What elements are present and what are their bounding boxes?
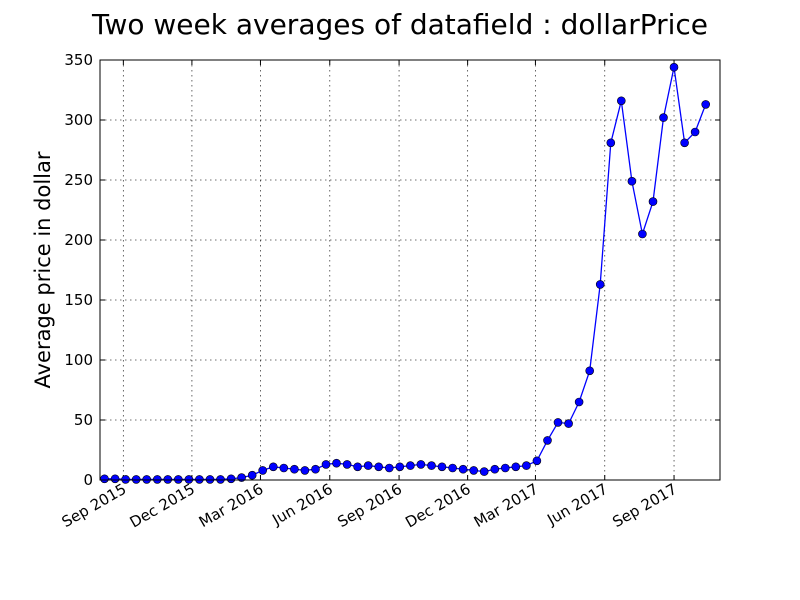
data-point bbox=[437, 462, 447, 472]
data-point bbox=[701, 100, 711, 109]
chart-title: Two week averages of datafield : dollarP… bbox=[91, 8, 708, 41]
x-tick-label: Sep 2016 bbox=[334, 480, 405, 531]
y-tick-label: 0 bbox=[83, 471, 93, 489]
y-tick-label: 100 bbox=[64, 351, 93, 369]
data-point bbox=[321, 460, 331, 469]
data-point bbox=[258, 466, 268, 475]
data-point bbox=[395, 462, 405, 472]
data-point bbox=[690, 127, 700, 137]
data-point bbox=[142, 475, 151, 484]
data-point bbox=[458, 464, 468, 474]
data-point bbox=[585, 366, 595, 376]
data-point bbox=[110, 474, 120, 484]
data-point bbox=[374, 462, 384, 472]
data-point bbox=[500, 463, 510, 473]
data-point bbox=[195, 475, 204, 484]
data-point bbox=[479, 467, 489, 476]
x-tick-label: Jun 2017 bbox=[543, 480, 610, 529]
data-point bbox=[216, 475, 225, 484]
data-point bbox=[595, 280, 605, 289]
data-point bbox=[616, 96, 626, 106]
data-point bbox=[543, 436, 552, 445]
data-point bbox=[332, 458, 341, 468]
data-point bbox=[268, 462, 278, 472]
data-point bbox=[353, 462, 362, 472]
data-point bbox=[300, 466, 310, 475]
data-point bbox=[290, 464, 299, 474]
data-point bbox=[522, 461, 531, 470]
y-tick-label: 50 bbox=[74, 411, 93, 429]
data-point bbox=[279, 463, 289, 473]
grid bbox=[100, 60, 720, 480]
x-tick-label: Mar 2017 bbox=[471, 480, 542, 531]
x-tick-label: Jun 2016 bbox=[268, 480, 335, 529]
data-point bbox=[363, 461, 373, 470]
y-tick-label: 300 bbox=[64, 111, 93, 129]
data-point bbox=[490, 464, 500, 474]
y-tick-label: 350 bbox=[64, 51, 93, 69]
data-point bbox=[311, 464, 320, 474]
x-tick-label: Mar 2016 bbox=[196, 480, 267, 531]
data-point bbox=[606, 138, 616, 148]
data-point bbox=[384, 463, 394, 473]
x-tick-label: Dec 2016 bbox=[402, 480, 473, 532]
y-tick-label: 200 bbox=[64, 231, 93, 249]
data-point bbox=[638, 229, 647, 239]
data-point bbox=[205, 475, 215, 484]
x-tick-label: Dec 2015 bbox=[127, 480, 198, 532]
data-point bbox=[669, 62, 679, 72]
data-point bbox=[153, 475, 162, 484]
data-point bbox=[184, 475, 194, 484]
data-point bbox=[174, 475, 183, 484]
data-series bbox=[100, 62, 711, 484]
data-point bbox=[574, 397, 584, 407]
data-point bbox=[680, 138, 689, 148]
data-point bbox=[131, 475, 141, 484]
data-point bbox=[469, 466, 479, 475]
data-point bbox=[627, 176, 637, 186]
y-tick-label: 250 bbox=[64, 171, 93, 189]
data-point bbox=[406, 461, 415, 470]
data-point bbox=[511, 462, 521, 472]
data-point bbox=[564, 419, 573, 428]
data-point bbox=[163, 475, 173, 484]
plot-frame bbox=[99, 59, 721, 481]
data-point bbox=[226, 474, 236, 484]
series-line bbox=[104, 67, 707, 481]
data-point bbox=[648, 197, 658, 206]
data-point bbox=[121, 475, 130, 484]
y-axis-label: Average price in dollar bbox=[31, 151, 55, 388]
x-tick-label: Sep 2017 bbox=[609, 480, 680, 531]
data-point bbox=[448, 463, 457, 473]
data-point bbox=[100, 474, 109, 484]
data-point bbox=[342, 460, 352, 469]
data-point bbox=[427, 461, 436, 470]
x-tick-label: Sep 2015 bbox=[59, 480, 130, 531]
data-point bbox=[416, 460, 426, 469]
data-point bbox=[247, 470, 257, 480]
data-point bbox=[532, 456, 542, 466]
y-tick-label: 150 bbox=[64, 291, 93, 309]
data-point bbox=[553, 418, 563, 427]
data-point bbox=[659, 113, 668, 122]
